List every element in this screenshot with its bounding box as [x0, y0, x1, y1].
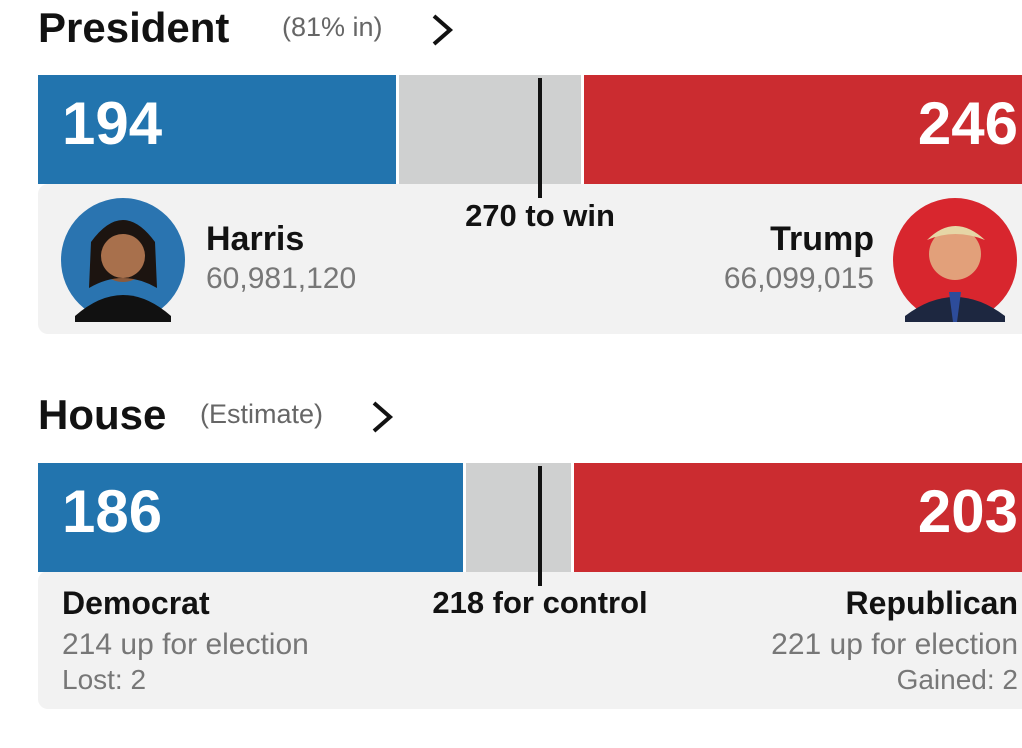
dem-seat-bar: 186: [38, 463, 467, 572]
dem-seat-bar: 194: [38, 75, 399, 184]
chevron[interactable]: [428, 12, 456, 48]
rep-seat-bar: 203: [570, 463, 1022, 572]
seat-count: 194: [62, 90, 163, 157]
section-title[interactable]: President: [38, 4, 230, 51]
seat-change: Gained: 2: [896, 664, 1018, 695]
up-for-election: 221 up for election: [771, 628, 1018, 661]
chevron[interactable]: [368, 399, 396, 435]
popular-vote: 66,099,015: [723, 262, 874, 295]
seat-count: 186: [62, 478, 163, 545]
rep-seat-bar: 246: [580, 75, 1022, 184]
candidate-name: Trump: [770, 220, 874, 258]
section-subtitle: (Estimate): [200, 399, 324, 429]
seat-change: Lost: 2: [62, 664, 147, 695]
seat-count: 246: [917, 90, 1018, 157]
seat-bar: 186 203: [38, 463, 1022, 572]
section-subtitle: (81% in): [282, 12, 383, 42]
threshold-line: [538, 466, 542, 586]
party-name: Democrat: [62, 585, 210, 621]
threshold-line: [538, 78, 542, 198]
candidate-photo: [893, 198, 1017, 322]
party-name: Republican: [845, 585, 1018, 621]
popular-vote: 60,981,120: [206, 262, 357, 295]
up-for-election: 214 up for election: [62, 628, 309, 661]
candidate-name: Harris: [206, 220, 305, 258]
seat-count: 203: [917, 478, 1018, 545]
threshold-label: 270 to win: [465, 198, 615, 233]
candidate-photo: [61, 198, 185, 322]
section-title[interactable]: House: [38, 391, 167, 438]
threshold-label: 218 for control: [432, 585, 648, 620]
results-card: [38, 184, 1022, 334]
results-card: [38, 571, 1022, 709]
seat-bar: 194 246: [38, 75, 1022, 184]
